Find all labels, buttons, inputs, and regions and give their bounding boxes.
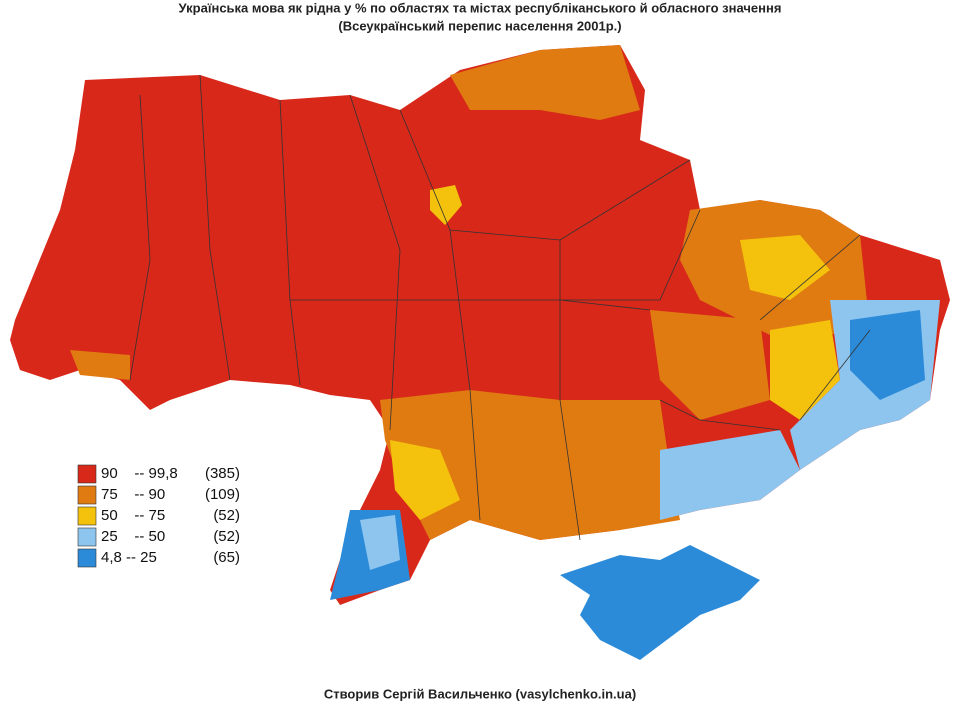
legend-swatch [77,485,97,505]
region-zaporizhzhia [660,430,800,520]
region-south [390,440,460,520]
border [129,74,871,541]
region-east [740,235,830,300]
legend-swatch [77,506,97,526]
legend-label: 4,8 -- 25 [101,549,157,566]
region-odesa [360,515,400,570]
subtitle: (Всеукраїнський перепис населення 2001р.… [338,18,621,33]
region-donbas [850,310,925,400]
title: Українська мова як рідна у % по областях… [179,0,782,15]
legend-label: 50 -- 75 [101,507,165,524]
legend: 90 -- 99,8 (385) 75 -- 90 (109) 50 -- 75 (52)… [77,464,240,568]
legend-label: 25 -- 50 [101,528,165,545]
credit: Створив Сергій Васильченко (vasylchenko.… [324,686,636,701]
region-west [70,350,130,380]
region-donbas [770,320,840,420]
legend-count: (52) [213,528,240,545]
region-kharkiv [650,310,770,420]
legend-count: (65) [213,549,240,566]
legend-label: 75 -- 90 [101,486,165,503]
legend-count: (385) [205,465,240,482]
region-sumy [450,45,640,120]
crimea [560,545,760,660]
legend-swatch [77,464,97,484]
legend-swatch [77,527,97,547]
city-kyiv [430,185,462,225]
legend-label: 90 -- 99,8 [101,465,178,482]
legend-count: (109) [205,486,240,503]
regions [10,45,950,660]
legend-count: (52) [213,507,240,524]
legend-swatch [77,548,97,568]
borders [129,74,871,541]
